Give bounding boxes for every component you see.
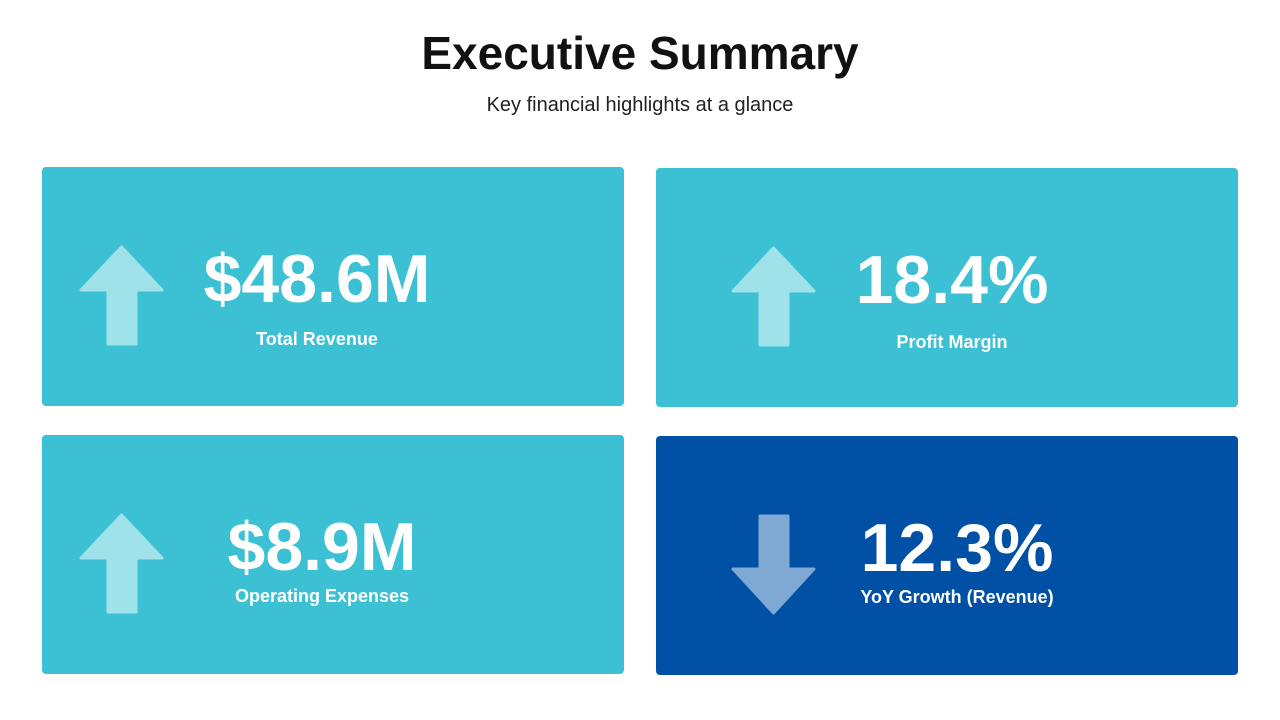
- kpi-label: YoY Growth (Revenue): [860, 587, 1054, 607]
- trend-arrow: [79, 513, 164, 614]
- kpi-value: $48.6M: [203, 241, 431, 317]
- kpi-value: 12.3%: [860, 510, 1054, 586]
- subtitle: Key financial highlights at a glance: [486, 94, 794, 116]
- arrow-shape: [79, 245, 164, 346]
- kpi-card: $8.9M Operating Expenses: [42, 435, 624, 674]
- kpi-value: $8.9M: [227, 509, 417, 585]
- title: Executive Summary: [421, 27, 859, 79]
- kpi-label: Profit Margin: [896, 332, 1008, 352]
- kpi-label: Total Revenue: [256, 329, 378, 349]
- kpi-card: $48.6M Total Revenue: [42, 167, 624, 406]
- arrow-shape: [731, 514, 816, 615]
- arrow-shape: [79, 513, 164, 614]
- kpi-card: 18.4% Profit Margin: [656, 168, 1238, 407]
- trend-arrow: [731, 514, 816, 615]
- trend-arrow: [731, 246, 816, 347]
- kpi-value: 18.4%: [855, 242, 1049, 318]
- arrow-shape: [731, 246, 816, 347]
- kpi-label: Operating Expenses: [234, 586, 410, 606]
- trend-arrow: [79, 245, 164, 346]
- kpi-card: 12.3% YoY Growth (Revenue): [656, 436, 1238, 675]
